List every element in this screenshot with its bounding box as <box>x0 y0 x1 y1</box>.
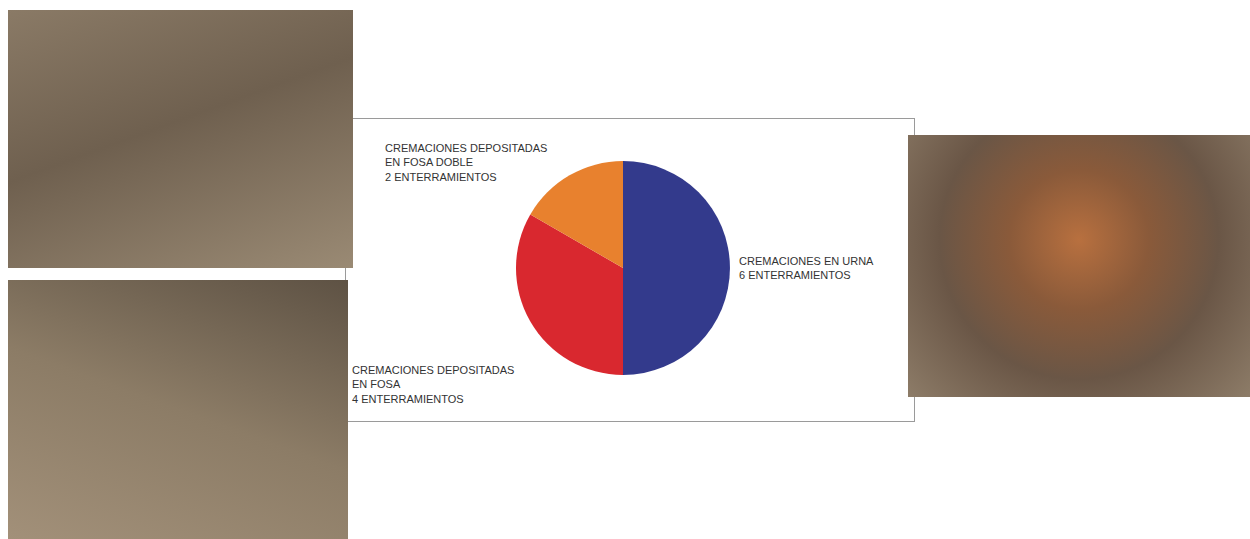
svg-text:CREMACIONES DEPOSITADASEN FOSA: CREMACIONES DEPOSITADASEN FOSA4 ENTERRAM… <box>352 364 514 405</box>
svg-text:CREMACIONES EN URNA6 ENTERRAMI: CREMACIONES EN URNA6 ENTERRAMIENTOS <box>739 255 874 281</box>
svg-text:CREMACIONES DEPOSITADASEN FOSA: CREMACIONES DEPOSITADASEN FOSA DOBLE2 EN… <box>385 142 547 183</box>
